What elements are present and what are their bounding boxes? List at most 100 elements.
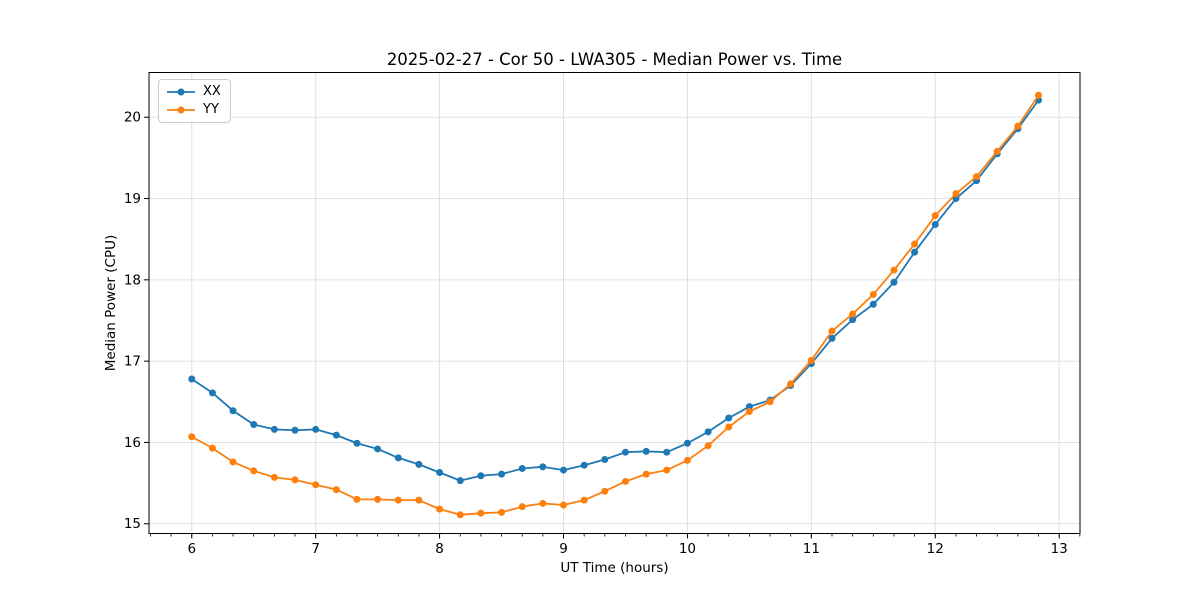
series-yy-point [332, 486, 340, 494]
series-xx-point [188, 375, 196, 383]
series-yy-point [766, 398, 774, 406]
series-xx-point [828, 334, 836, 342]
series-yy-point [270, 473, 278, 481]
series-xx-point [270, 425, 278, 433]
series-yy-point [911, 240, 919, 248]
y-tick-label: 18 [124, 272, 141, 288]
series-xx-point [518, 464, 526, 472]
series-yy-point [1034, 91, 1042, 99]
x-tick-label: 9 [559, 541, 568, 557]
series-xx-point [890, 278, 898, 286]
x-tick-label: 12 [927, 541, 944, 557]
series-yy-point [807, 356, 815, 364]
series-yy-point [601, 487, 609, 495]
series-yy-point [849, 310, 857, 318]
series-xx-point [869, 300, 877, 308]
series-xx-point [704, 428, 712, 436]
series-xx-point [621, 448, 629, 456]
series-xx-point [663, 448, 671, 456]
series-xx-line [190, 99, 1040, 482]
y-tick-label: 19 [124, 191, 141, 207]
series-yy-point [415, 496, 423, 504]
series-yy-point [745, 408, 753, 416]
y-tick-label: 16 [124, 435, 141, 451]
series-xx-point [332, 431, 340, 439]
series-yy-point [725, 423, 733, 431]
x-tick-label: 10 [679, 541, 696, 557]
series-yy-point [477, 509, 485, 517]
legend-line-marker-icon [167, 88, 195, 96]
series-yy-point [312, 481, 320, 489]
series-yy-point [291, 476, 299, 484]
series-xx-point [208, 389, 216, 397]
series-yy-point [683, 456, 691, 464]
series-yy-point [1014, 122, 1022, 130]
series-yy-point [456, 511, 464, 519]
series-yy-point [973, 173, 981, 181]
series-xx-point [415, 460, 423, 468]
x-tick-label: 8 [435, 541, 444, 557]
series-yy-point [518, 503, 526, 511]
series-xx-point [683, 439, 691, 447]
series-xx-point [745, 403, 753, 411]
series-yy-point [374, 495, 382, 503]
series-yy-point [539, 499, 547, 507]
series-xx-point [498, 470, 506, 478]
series-yy-point [208, 444, 216, 452]
x-axis-label: UT Time (hours) [560, 560, 669, 576]
series-xx-point [374, 445, 382, 453]
series-yy-point [828, 327, 836, 335]
series-yy-point [580, 496, 588, 504]
y-tick-label: 20 [124, 110, 141, 126]
legend-item-xx[interactable]: XX [166, 84, 221, 100]
series-yy-point [560, 501, 568, 509]
x-tick-label: 6 [187, 541, 196, 557]
series-xx-point [229, 407, 237, 415]
x-tick-label: 7 [311, 541, 320, 557]
legend-item-yy[interactable]: YY [166, 102, 221, 118]
series-xx-point [725, 414, 733, 422]
y-tick-label: 15 [124, 516, 141, 532]
series-yy-point [663, 466, 671, 474]
series-xx-point [849, 316, 857, 324]
series-yy-point [642, 470, 650, 478]
series-yy-point [188, 433, 196, 441]
series-xx-point [580, 461, 588, 469]
series-xx-point [291, 426, 299, 434]
series-yy-point [869, 290, 877, 298]
series-xx-point [539, 463, 547, 471]
series-yy-point [498, 508, 506, 516]
series-yy-line [190, 94, 1040, 516]
series-xx-point [560, 466, 568, 474]
series-xx-point [911, 248, 919, 256]
chart-title: 2025-02-27 - Cor 50 - LWA305 - Median Po… [386, 50, 843, 69]
series-xx-point [642, 447, 650, 455]
series-yy-point [250, 467, 258, 475]
legend-label: YY [203, 102, 219, 117]
series-xx-point [436, 469, 444, 477]
y-axis-label: Median Power (CPU) [103, 234, 119, 372]
series-yy-point [436, 505, 444, 513]
series-xx-point [931, 221, 939, 229]
series-xx-point [353, 439, 361, 447]
series-xx-point [601, 456, 609, 464]
x-tick-label: 13 [1051, 541, 1068, 557]
series-xx-point [312, 425, 320, 433]
series-xx-point [456, 477, 464, 485]
series-yy-point [394, 496, 402, 504]
series-yy-point [704, 442, 712, 450]
legend-label: XX [203, 84, 221, 99]
legend[interactable]: XX YY [158, 79, 231, 123]
series-yy-point [229, 458, 237, 466]
series-yy-point [621, 477, 629, 485]
series-xx-point [394, 454, 402, 462]
series-xx-point [250, 421, 258, 429]
series-yy-point [890, 266, 898, 274]
series-yy-point [787, 380, 795, 388]
x-tick-label: 11 [803, 541, 820, 557]
y-tick-label: 17 [124, 354, 141, 370]
series-yy-point [353, 495, 361, 503]
axes-frame [148, 72, 1081, 534]
